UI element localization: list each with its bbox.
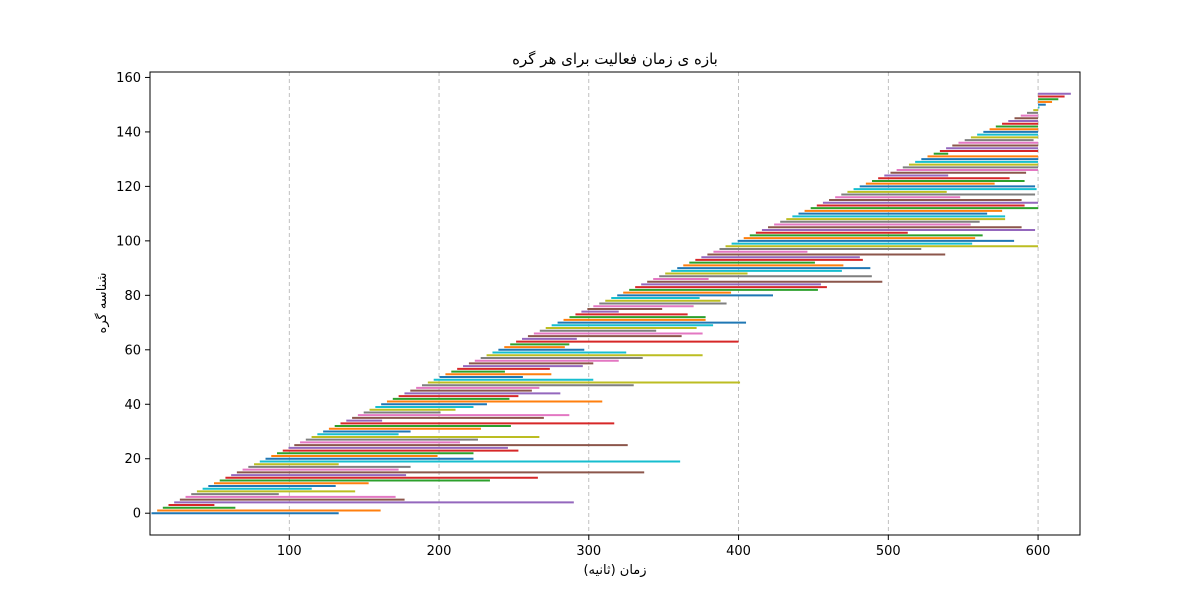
- chart-title: بازه ی زمان فعالیت برای هر گره: [512, 50, 718, 68]
- x-tick-label: 100: [277, 544, 302, 559]
- y-tick-label: 60: [124, 343, 141, 358]
- interval-bars: [151, 92, 1071, 515]
- y-tick-label: 20: [124, 452, 141, 467]
- x-tick-label: 500: [876, 544, 901, 559]
- y-tick-label: 80: [124, 289, 141, 304]
- y-axis-ticks: 0 20 40 60 80 100 120 140 160: [116, 71, 150, 522]
- y-tick-label: 40: [124, 398, 141, 413]
- plot-frame: [149, 71, 1081, 536]
- y-tick-label: 140: [116, 125, 141, 140]
- x-tick-label: 600: [1026, 544, 1051, 559]
- y-axis-label: شناسه گره: [94, 273, 110, 334]
- x-tick-label: 200: [427, 544, 452, 559]
- y-tick-label: 0: [133, 507, 141, 522]
- y-tick-label: 120: [116, 180, 141, 195]
- y-tick-label: 100: [116, 234, 141, 249]
- x-axis-label: زمان (ثانیه): [583, 563, 646, 578]
- y-tick-label: 160: [116, 71, 141, 86]
- x-tick-label: 400: [726, 544, 751, 559]
- x-tick-label: 300: [576, 544, 601, 559]
- x-axis-ticks: 100 200 300 400 500 600: [277, 535, 1051, 559]
